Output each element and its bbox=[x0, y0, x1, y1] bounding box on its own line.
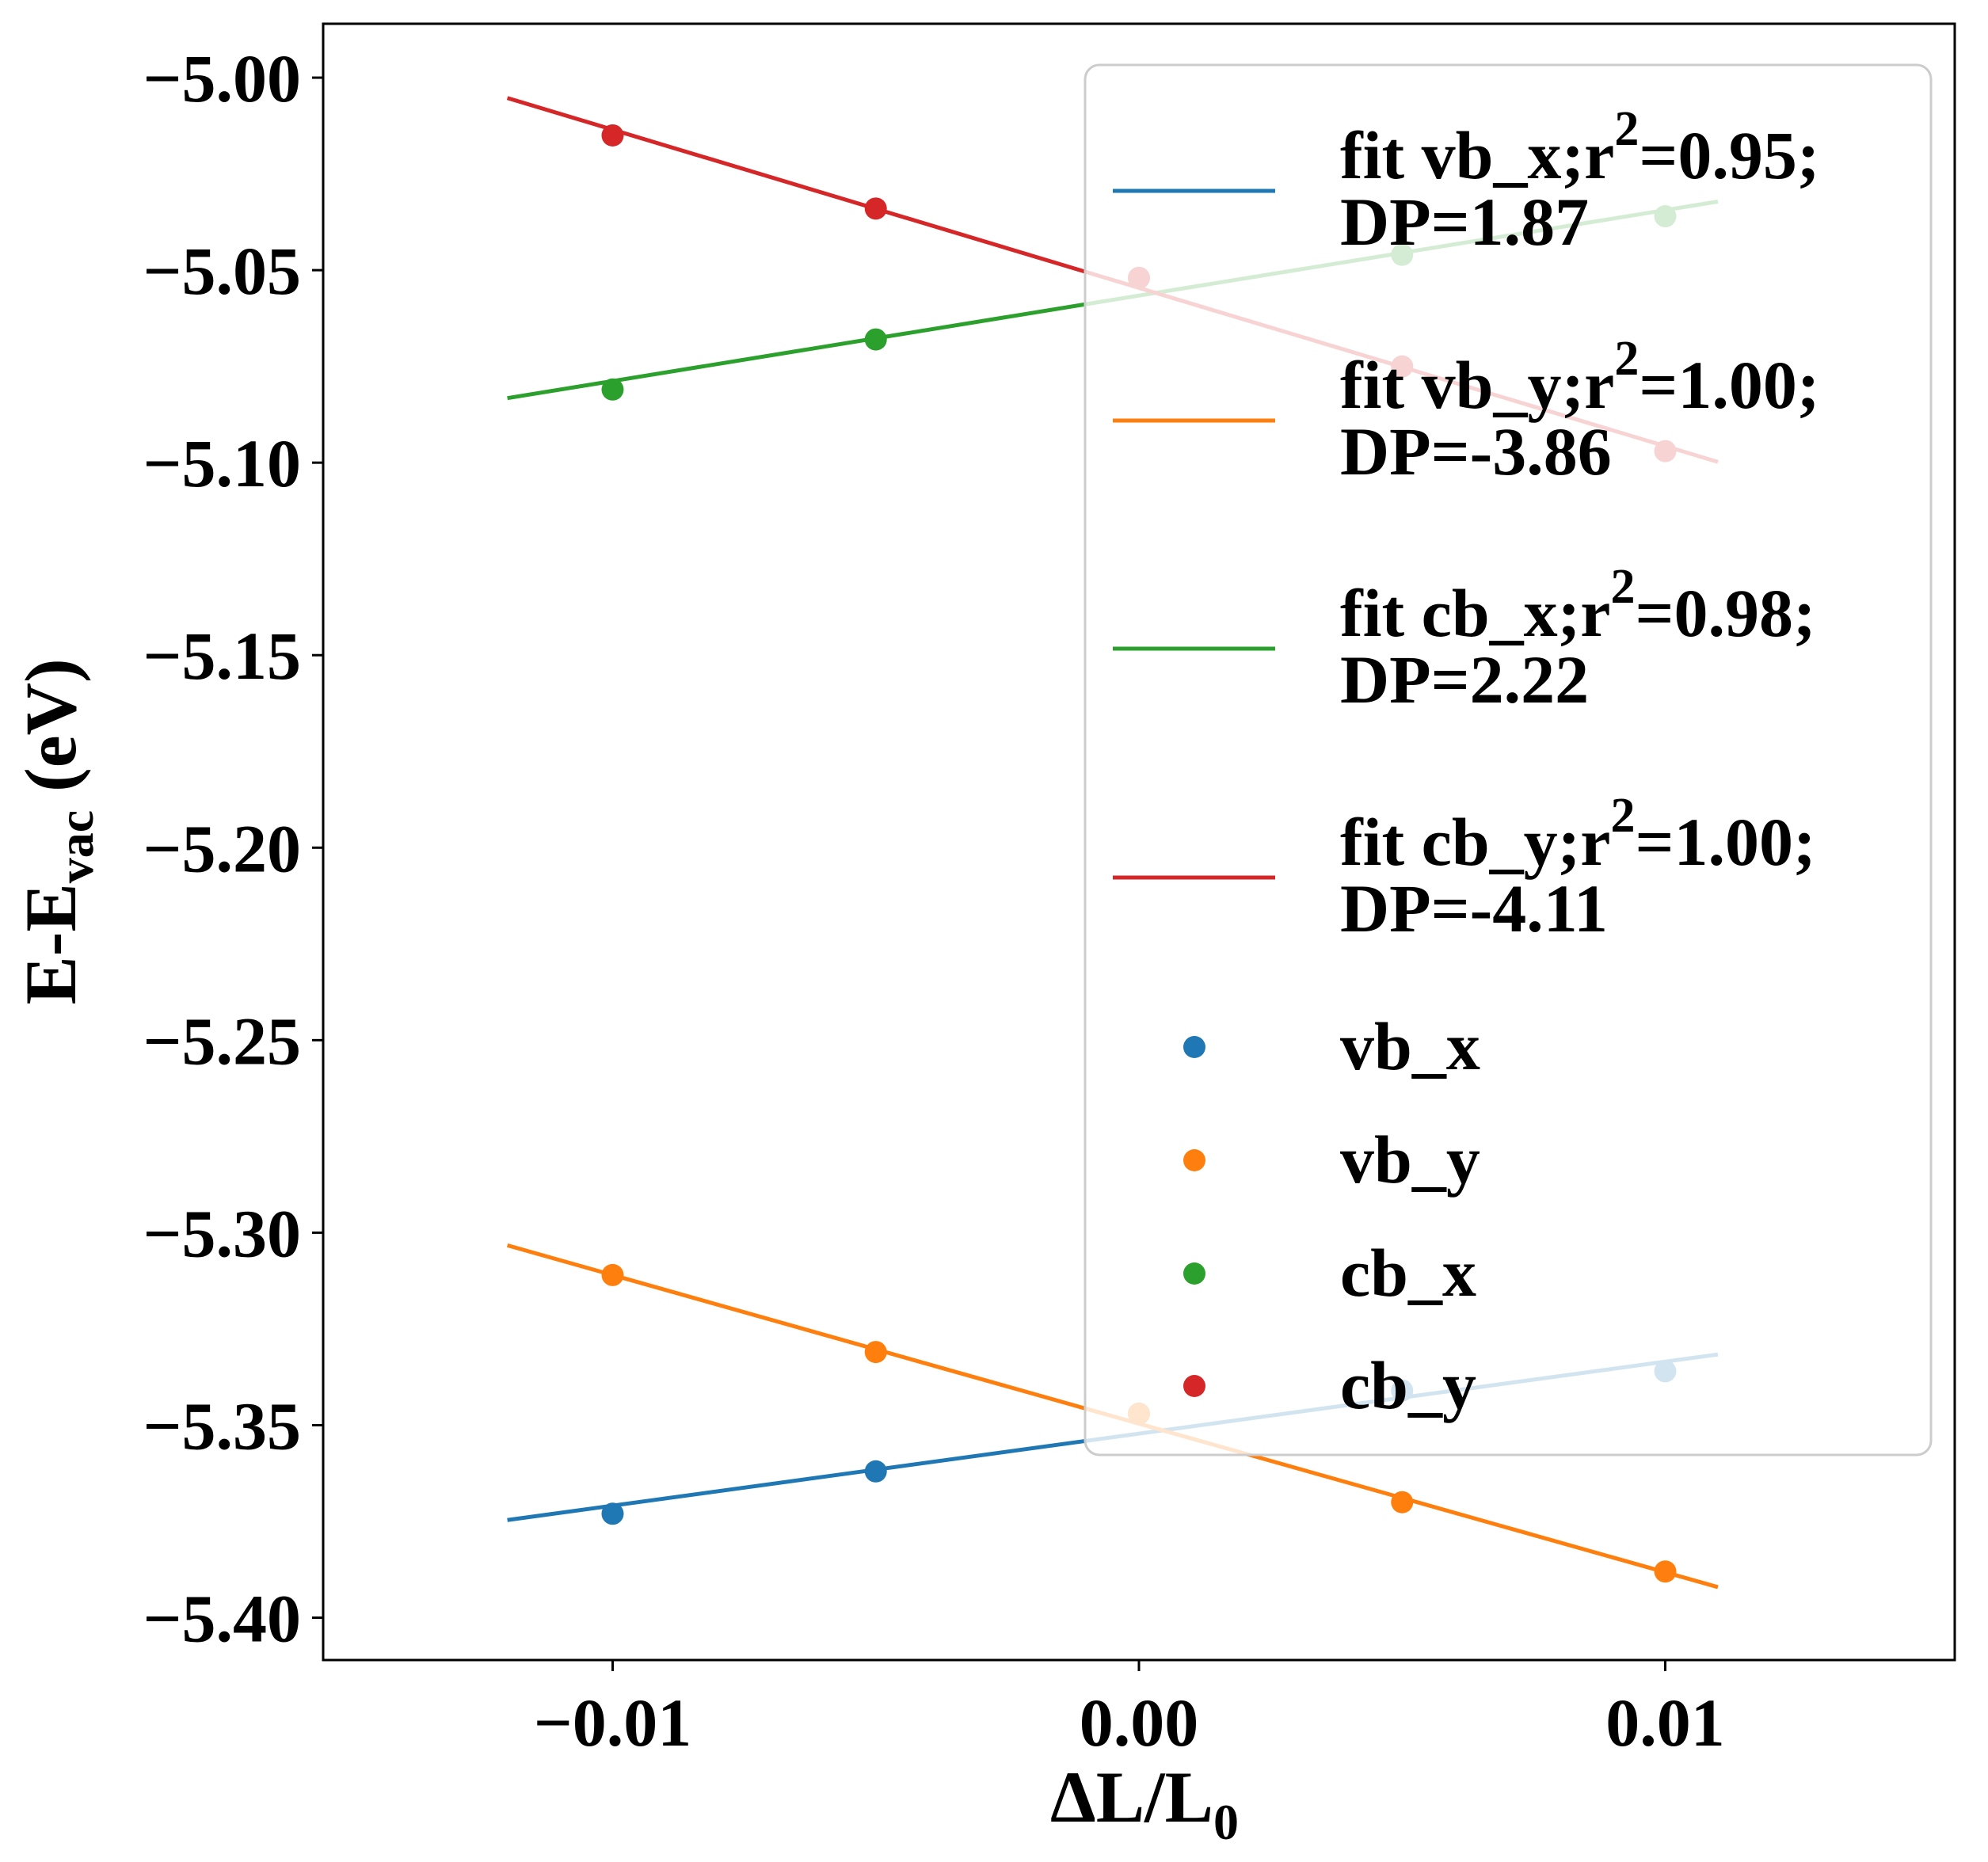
legend-point-label: vb_y bbox=[1340, 1121, 1480, 1198]
legend-marker-vb-y bbox=[1183, 1149, 1205, 1171]
legend-box bbox=[1083, 63, 1933, 1456]
data-point-vb-x bbox=[864, 1460, 887, 1483]
legend-fit-dp: DP=-3.86 bbox=[1340, 413, 1612, 489]
legend: fit vb_x;r2=0.95;DP=1.87 fit vb_y;r2=1.00… bbox=[1083, 63, 1933, 1456]
x-tick-label: 0.01 bbox=[1605, 1685, 1725, 1761]
y-tick-label: −5.30 bbox=[143, 1195, 301, 1271]
legend-fit-label: fit vb_y;r2=1.00; bbox=[1340, 332, 1819, 423]
legend-point-label: vb_x bbox=[1340, 1008, 1480, 1084]
data-point-vb-x bbox=[601, 1502, 624, 1525]
legend-fit-dp: DP=2.22 bbox=[1340, 642, 1589, 718]
y-tick-label: −5.40 bbox=[143, 1581, 301, 1657]
legend-fit-label: fit cb_y;r2=1.00; bbox=[1340, 789, 1816, 880]
y-tick-label: −5.20 bbox=[143, 810, 301, 886]
legend-point-label: cb_y bbox=[1340, 1347, 1476, 1423]
legend-fit-dp: DP=1.87 bbox=[1340, 184, 1589, 260]
x-tick-label: −0.01 bbox=[534, 1685, 692, 1761]
data-point-vb-y bbox=[1391, 1491, 1414, 1514]
y-tick-label: −5.15 bbox=[143, 618, 301, 694]
data-point-vb-y bbox=[601, 1263, 624, 1286]
legend-fit-label: fit cb_x;r2=0.98; bbox=[1340, 560, 1816, 651]
legend-fit-dp: DP=-4.11 bbox=[1340, 870, 1608, 946]
x-axis-title: ΔL/L0 bbox=[1050, 1757, 1239, 1850]
data-point-vb-y bbox=[1654, 1560, 1677, 1583]
y-axis-title: E-Evac (eV) bbox=[10, 658, 104, 1004]
y-tick-label: −5.25 bbox=[143, 1003, 301, 1079]
legend-fit-label: fit vb_x;r2=0.95; bbox=[1340, 102, 1819, 193]
axes: −5.00 −5.05 −5.10 −5.15 −5.20 −5.25 −5.30 −5.35… bbox=[143, 22, 1956, 1761]
legend-marker-cb-y bbox=[1183, 1375, 1205, 1397]
legend-marker-vb-x bbox=[1183, 1036, 1205, 1058]
data-point-cb-y bbox=[864, 197, 887, 220]
y-tick-label: −5.05 bbox=[143, 233, 301, 309]
legend-marker-cb-x bbox=[1183, 1262, 1205, 1285]
data-point-vb-y bbox=[864, 1341, 887, 1364]
data-point-cb-x bbox=[864, 328, 887, 351]
x-tick-label: 0.00 bbox=[1080, 1685, 1199, 1761]
y-tick-label: −5.00 bbox=[143, 40, 301, 116]
legend-point-label: cb_x bbox=[1340, 1235, 1476, 1311]
data-point-cb-y bbox=[601, 124, 624, 147]
y-tick-label: −5.35 bbox=[143, 1388, 301, 1464]
y-tick-label: −5.10 bbox=[143, 425, 301, 501]
data-point-cb-x bbox=[601, 378, 624, 401]
